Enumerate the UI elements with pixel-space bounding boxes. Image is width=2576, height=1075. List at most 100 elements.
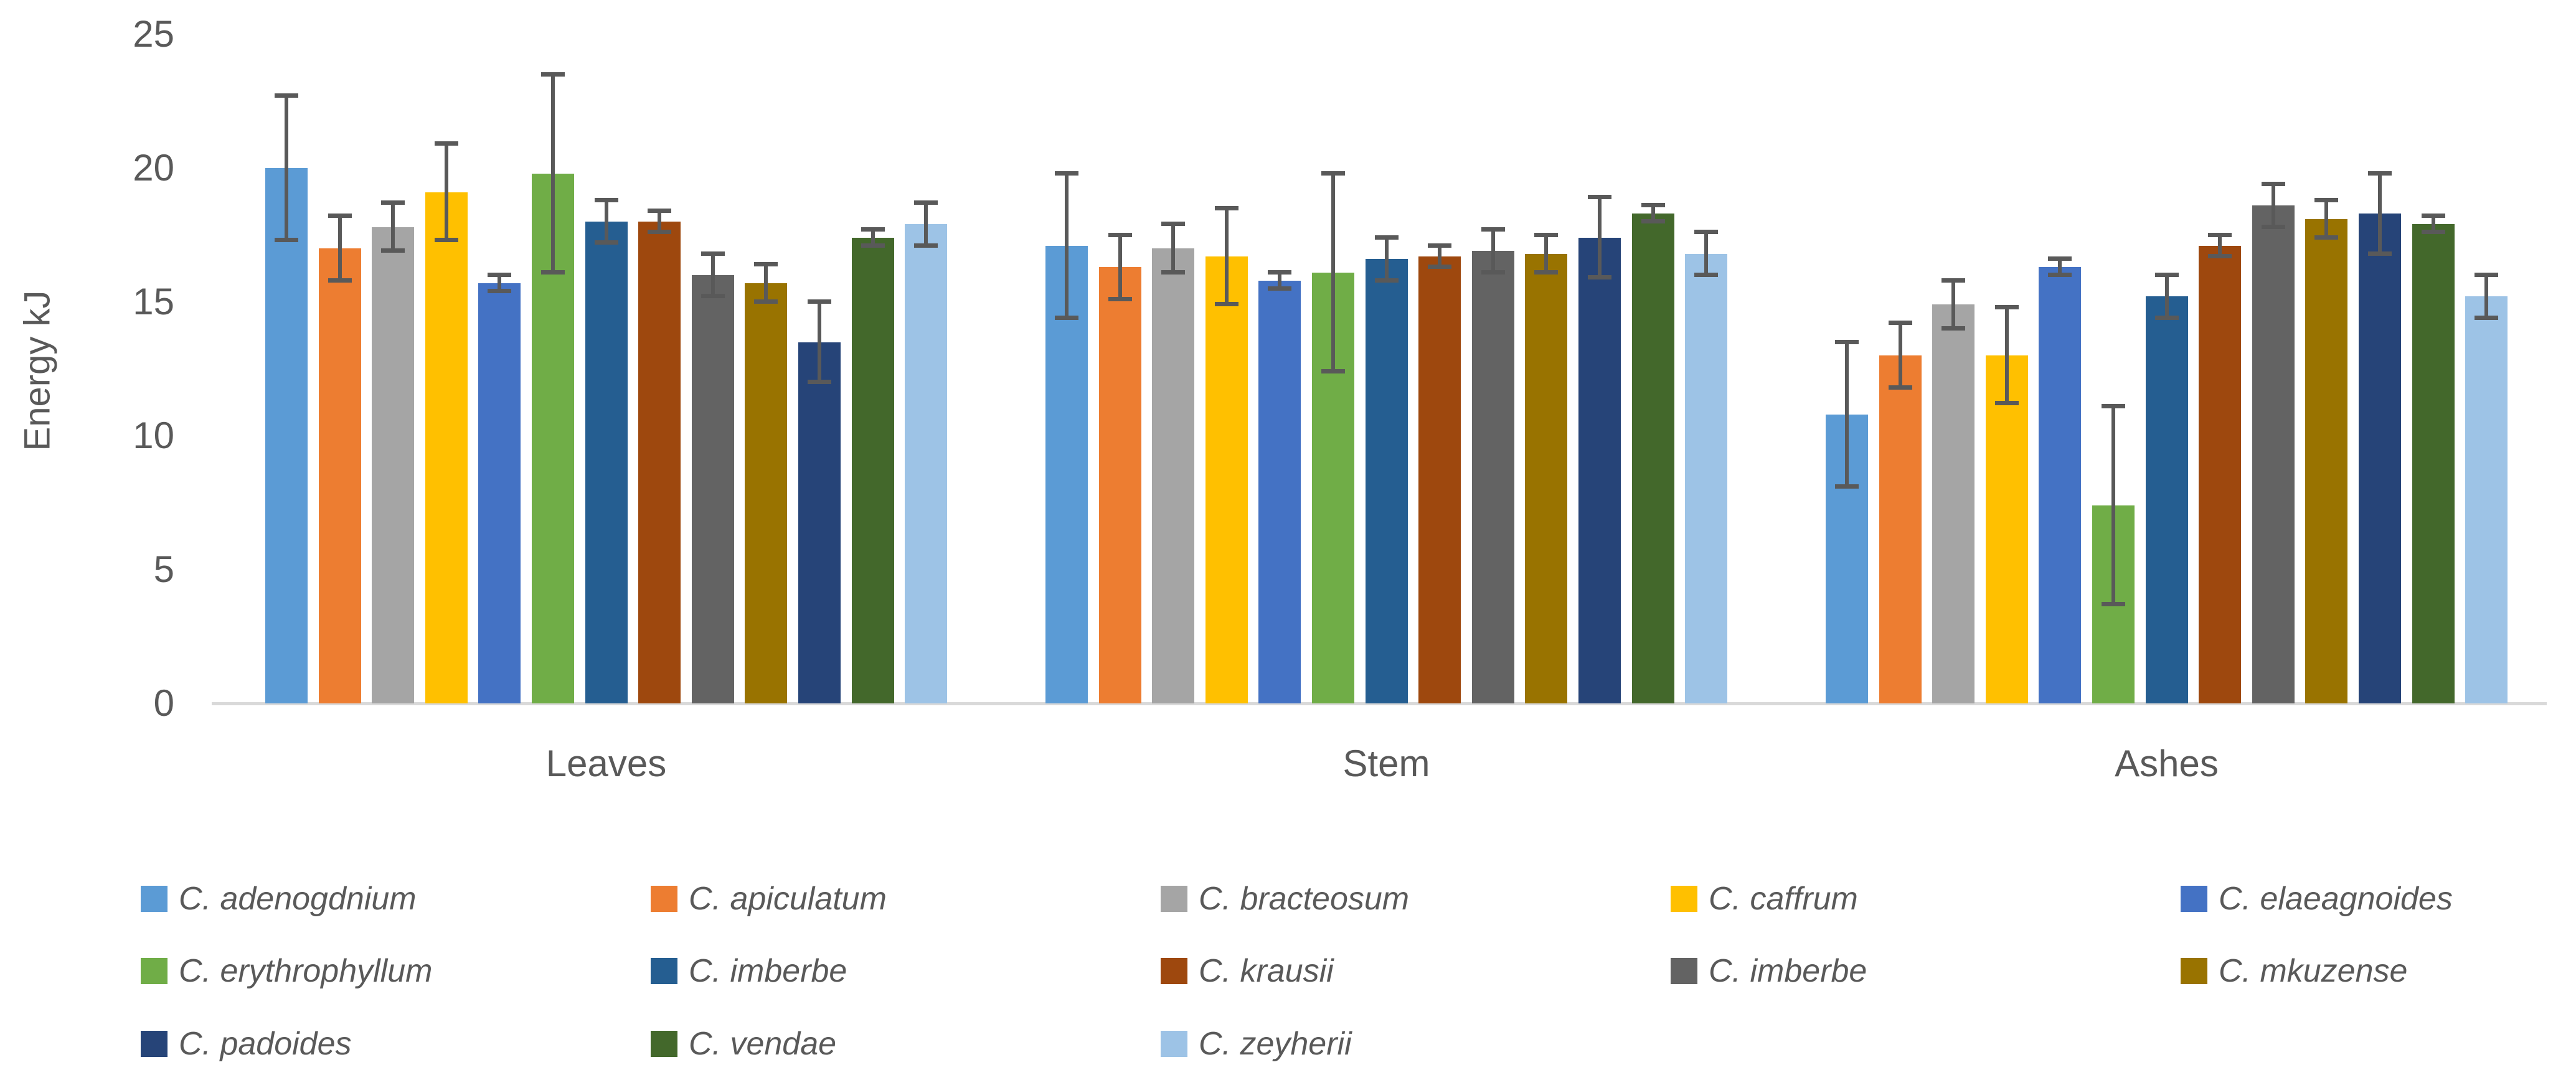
error-bar-line	[2058, 259, 2062, 275]
bar-c-krausii-stem	[1418, 256, 1461, 703]
bar-slot	[2039, 34, 2082, 703]
bar-slot	[691, 34, 734, 703]
error-bar-cap	[1428, 265, 1452, 270]
error-bar-line	[2484, 275, 2489, 318]
error-bar-cap	[2208, 253, 2232, 258]
bar-slot	[2465, 34, 2508, 703]
error-bar-cap	[861, 227, 885, 232]
bar-slot	[318, 34, 361, 703]
error-bar-cap	[754, 299, 778, 304]
y-tick-label: 5	[153, 548, 174, 590]
bar-c-vendae-stem	[1631, 214, 1674, 703]
legend-swatch-icon	[651, 886, 677, 912]
legend-label: C. imberbe	[689, 953, 847, 989]
error-bar-cap	[2421, 230, 2445, 235]
legend-item: C. caffrum	[1671, 881, 1858, 917]
category-label-stem: Stem	[1342, 743, 1430, 784]
error-bar-cap	[2102, 601, 2125, 606]
bar-slot	[1152, 34, 1195, 703]
bar-slot	[1525, 34, 1568, 703]
error-bar-cap	[2314, 235, 2339, 240]
error-bar-cap	[1428, 243, 1452, 248]
error-bar-cap	[275, 238, 298, 243]
legend-item: C. zeyherii	[1161, 1026, 1352, 1062]
legend-label: C. elaeagnoides	[2219, 881, 2453, 917]
bar-slot	[532, 34, 574, 703]
bar-slot	[1631, 34, 1674, 703]
error-bar-line	[710, 253, 715, 297]
error-bar-line	[764, 264, 768, 302]
legend-label: C. apiculatum	[689, 881, 887, 917]
error-bar-line	[1651, 205, 1655, 222]
legend-item: C. imberbe	[1671, 953, 1867, 989]
bar-slot	[1045, 34, 1088, 703]
error-bar-cap	[2261, 224, 2285, 229]
bar-slot	[2199, 34, 2242, 703]
legend-item: C. elaeagnoides	[2181, 881, 2453, 917]
bar-group-leaves	[265, 34, 948, 703]
error-bar-line	[1598, 197, 1602, 278]
error-bar-cap	[1055, 315, 1078, 320]
error-bar-line	[1118, 235, 1122, 299]
error-bar-cap	[2048, 273, 2072, 277]
error-bar-cap	[648, 230, 672, 235]
error-bar-cap	[1321, 171, 1345, 176]
error-bar-line	[551, 74, 555, 273]
error-bar-cap	[2368, 251, 2392, 256]
bar-slot	[745, 34, 788, 703]
error-bar-cap	[328, 214, 352, 218]
legend-label: C. caffrum	[1709, 881, 1858, 917]
legend-label: C. erythrophyllum	[179, 953, 433, 989]
error-bar-line	[1845, 342, 1849, 487]
error-bar-line	[1065, 173, 1069, 318]
bar-slot	[372, 34, 415, 703]
bar-c-elaeagnoides-ashes	[2039, 267, 2082, 703]
error-bar-cap	[594, 240, 618, 245]
bar-slot	[2252, 34, 2295, 703]
bar-slot	[1879, 34, 1922, 703]
error-bar-cap	[914, 200, 938, 205]
legend-item: C. vendae	[651, 1026, 836, 1062]
bar-c-bracteosum-stem	[1152, 248, 1195, 703]
error-bar-cap	[1161, 222, 1186, 227]
legend-swatch-icon	[141, 1031, 167, 1057]
error-bar-line	[658, 210, 662, 233]
bar-c-krausii-leaves	[638, 222, 681, 703]
error-bar-cap	[701, 294, 725, 299]
error-bar-cap	[2261, 181, 2285, 186]
error-bar-cap	[488, 288, 512, 293]
error-bar-line	[1278, 272, 1282, 289]
error-bar-line	[2271, 184, 2275, 227]
error-bar-cap	[2048, 256, 2072, 261]
legend-label: C. imberbe	[1709, 953, 1867, 989]
error-bar-cap	[328, 278, 352, 283]
y-tick-label: 0	[153, 682, 174, 724]
bar-c-caffrum-leaves	[425, 192, 468, 703]
bar-c-imberbe-stem	[1365, 259, 1408, 703]
legend-label: C. mkuzense	[2219, 953, 2408, 989]
error-bar-line	[1544, 235, 1549, 273]
bar-slot	[1685, 34, 1728, 703]
error-bar-cap	[488, 273, 512, 277]
error-bar-line	[2218, 235, 2222, 256]
bar-slot	[425, 34, 468, 703]
bar-c-mkuzense-ashes	[2305, 218, 2348, 703]
error-bar-line	[604, 200, 608, 243]
bar-c-padoides-ashes	[2359, 214, 2401, 703]
error-bar-cap	[1888, 385, 1912, 390]
legend-label: C. adenogdnium	[179, 881, 417, 917]
error-bar-cap	[381, 248, 405, 253]
bar-c-mkuzense-leaves	[745, 283, 788, 703]
error-bar-line	[1491, 229, 1495, 273]
error-bar-cap	[808, 299, 831, 304]
error-bar-cap	[2208, 232, 2232, 237]
bar-c-imberbe-ashes	[2145, 296, 2188, 703]
error-bar-cap	[2154, 315, 2179, 320]
error-bar-cap	[1888, 321, 1912, 326]
error-bar-line	[2431, 216, 2435, 233]
error-bar-line	[870, 229, 875, 246]
bar-c-elaeagnoides-leaves	[478, 283, 521, 703]
bar-slot	[2092, 34, 2135, 703]
error-bar-line	[1171, 224, 1176, 273]
